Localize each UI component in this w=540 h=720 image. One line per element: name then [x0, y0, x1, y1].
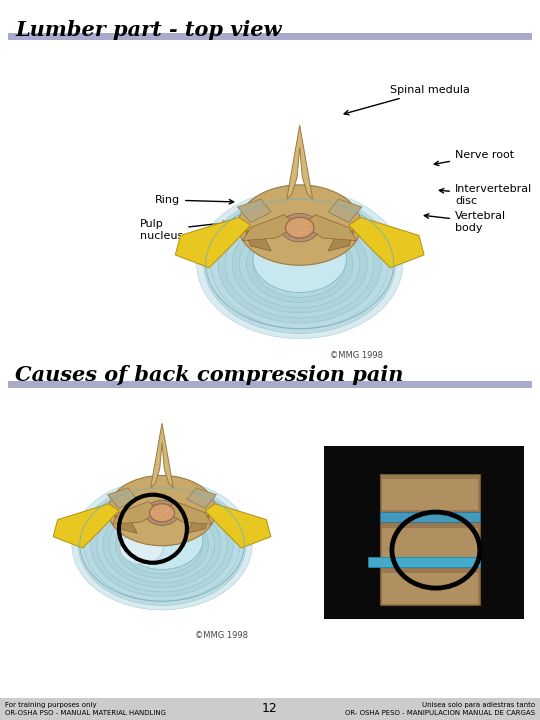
Bar — [380, 557, 480, 567]
Polygon shape — [349, 217, 424, 268]
Ellipse shape — [225, 210, 374, 318]
Polygon shape — [187, 515, 210, 534]
Polygon shape — [328, 230, 354, 251]
Polygon shape — [302, 215, 357, 240]
Ellipse shape — [122, 516, 202, 574]
Polygon shape — [238, 199, 271, 222]
Ellipse shape — [78, 484, 246, 606]
Text: Intervertebral
disc: Intervertebral disc — [440, 184, 532, 206]
Ellipse shape — [91, 492, 233, 596]
Ellipse shape — [254, 230, 346, 297]
Polygon shape — [114, 515, 137, 534]
Text: Lumber part - top view: Lumber part - top view — [15, 20, 281, 40]
Ellipse shape — [72, 480, 252, 610]
Bar — [382, 480, 478, 510]
Ellipse shape — [238, 185, 361, 265]
Text: 12: 12 — [262, 703, 278, 716]
Text: Nerve root: Nerve root — [434, 150, 514, 166]
Polygon shape — [328, 199, 362, 222]
Polygon shape — [107, 488, 137, 508]
Text: ©MMG 1998: ©MMG 1998 — [330, 351, 383, 360]
Polygon shape — [205, 504, 271, 548]
Bar — [382, 528, 478, 559]
Ellipse shape — [253, 225, 346, 292]
Polygon shape — [112, 502, 160, 524]
Polygon shape — [176, 217, 251, 268]
Ellipse shape — [109, 506, 215, 582]
Ellipse shape — [108, 475, 216, 546]
Bar — [380, 523, 480, 560]
Text: Causes of back compression pain: Causes of back compression pain — [15, 365, 403, 385]
Ellipse shape — [150, 504, 174, 522]
Ellipse shape — [280, 213, 319, 242]
Ellipse shape — [116, 511, 208, 578]
Ellipse shape — [145, 500, 179, 526]
Text: Ring: Ring — [155, 195, 234, 205]
Ellipse shape — [211, 199, 388, 328]
Ellipse shape — [239, 220, 360, 307]
Polygon shape — [151, 423, 173, 488]
Polygon shape — [187, 488, 217, 508]
Bar — [382, 572, 478, 603]
Ellipse shape — [197, 189, 403, 338]
Polygon shape — [245, 230, 271, 251]
Bar — [0, 698, 540, 720]
Text: Spinal medula: Spinal medula — [344, 85, 470, 114]
Bar — [380, 567, 480, 606]
Bar — [368, 557, 480, 567]
Ellipse shape — [120, 532, 163, 564]
Polygon shape — [164, 502, 212, 524]
Ellipse shape — [218, 204, 381, 323]
Ellipse shape — [286, 217, 314, 238]
Ellipse shape — [247, 225, 353, 302]
Bar — [8, 33, 532, 40]
Bar — [380, 474, 480, 512]
Bar — [8, 381, 532, 388]
Ellipse shape — [103, 502, 221, 588]
Ellipse shape — [97, 498, 227, 592]
Text: Pulp
nucleus: Pulp nucleus — [140, 219, 228, 240]
Text: Unisea solo para adiestras tanto
OR- OSHA PESO - MANIPULACION MANUAL DE CARGAS: Unisea solo para adiestras tanto OR- OSH… — [345, 702, 535, 716]
Ellipse shape — [204, 194, 396, 333]
Ellipse shape — [121, 510, 203, 570]
Ellipse shape — [84, 488, 240, 601]
Polygon shape — [242, 215, 297, 240]
Bar — [380, 512, 480, 523]
Text: For training purposes only
OR-OSHA PSO - MANUAL MATERIAL HANDLING: For training purposes only OR-OSHA PSO -… — [5, 702, 166, 716]
Polygon shape — [287, 125, 313, 199]
Text: Vertebral
body: Vertebral body — [424, 211, 506, 233]
Text: ©MMG 1998: ©MMG 1998 — [195, 631, 248, 640]
Ellipse shape — [232, 215, 367, 312]
Polygon shape — [53, 504, 119, 548]
